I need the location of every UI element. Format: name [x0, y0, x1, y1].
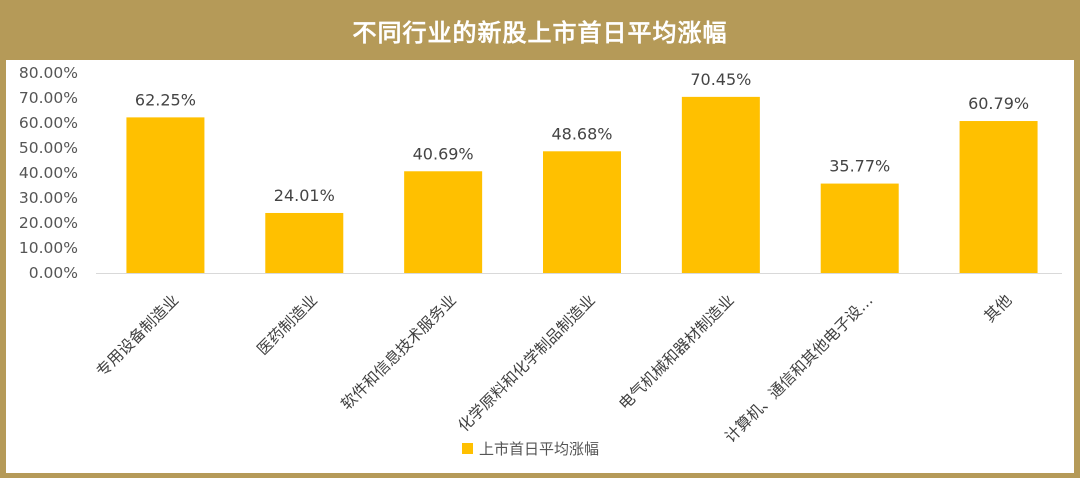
bar[interactable] — [959, 121, 1038, 274]
y-tick-label: 40.00% — [19, 164, 78, 182]
data-label: 24.01% — [274, 186, 335, 205]
category-label: 医药制造业 — [254, 291, 322, 359]
y-tick-label: 30.00% — [19, 189, 78, 207]
y-tick-label: 0.00% — [29, 264, 78, 282]
data-label: 48.68% — [551, 124, 612, 143]
category-label: 专用设备制造业 — [93, 291, 182, 380]
category-label: 其他 — [981, 291, 1016, 326]
bar[interactable] — [265, 212, 344, 273]
y-tick-label: 70.00% — [19, 89, 78, 107]
legend-swatch — [462, 443, 473, 454]
data-label: 60.79% — [968, 94, 1029, 113]
bar[interactable] — [543, 151, 621, 273]
y-tick-label: 60.00% — [19, 114, 78, 132]
data-label: 40.69% — [413, 144, 474, 163]
category-label: 化学原料和化学制品制造业 — [455, 291, 599, 435]
y-tick-label: 10.00% — [19, 239, 78, 257]
bar[interactable] — [820, 183, 899, 273]
category-label: 计算机、通信和其他电子设… — [721, 290, 877, 446]
data-label: 70.45% — [690, 70, 751, 89]
bar[interactable] — [681, 96, 760, 273]
y-tick-label: 20.00% — [19, 214, 78, 232]
chart-title: 不同行业的新股上市首日平均涨幅 — [352, 18, 728, 47]
category-label: 电气机械和器材制造业 — [615, 291, 737, 413]
bar[interactable] — [404, 171, 483, 273]
bar[interactable] — [126, 117, 205, 273]
category-label: 软件和信息技术服务业 — [338, 291, 460, 413]
legend-label: 上市首日平均涨幅 — [479, 440, 599, 458]
title-bar: 不同行业的新股上市首日平均涨幅 — [0, 0, 1080, 60]
data-label: 62.25% — [135, 90, 196, 109]
y-tick-label: 80.00% — [19, 64, 78, 82]
data-label: 35.77% — [829, 157, 890, 176]
y-tick-label: 50.00% — [19, 139, 78, 157]
